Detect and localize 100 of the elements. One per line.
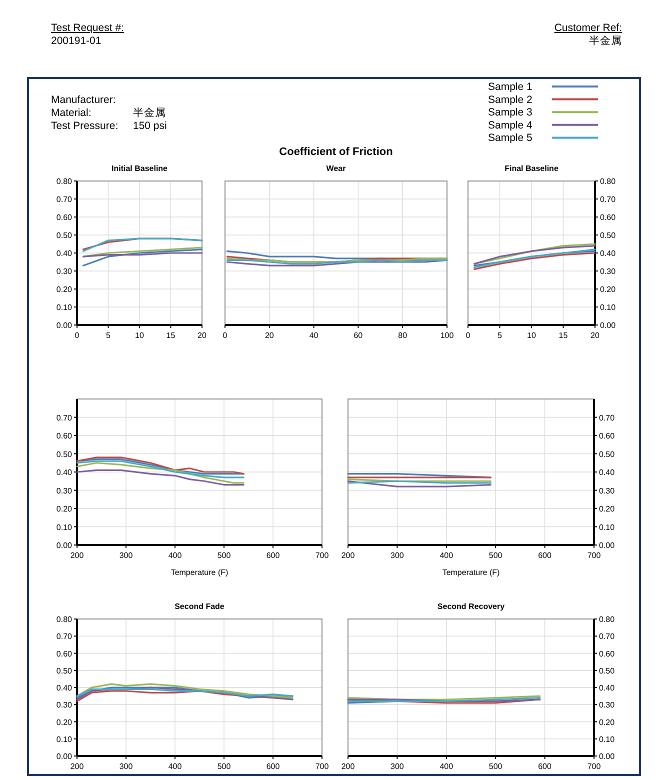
x-tick-label: 500 [217, 551, 232, 560]
x-tick-label: 400 [168, 551, 182, 560]
x-tick-label: 600 [266, 762, 280, 771]
x-tick-label: 80 [398, 331, 408, 340]
y-tick-label: 0.40 [56, 468, 73, 477]
x-tick-label: 10 [135, 331, 144, 340]
x-tick-label: 700 [587, 762, 602, 771]
y2-tick-label: 0.60 [599, 649, 616, 658]
y-tick-label: 0.60 [56, 649, 73, 658]
x-tick-label: 300 [390, 551, 404, 560]
y-tick-label: 0.20 [56, 504, 73, 514]
y2-tick-label: 0.30 [599, 700, 616, 710]
y-tick-label: 0.30 [56, 700, 73, 710]
y-tick-label: 0.50 [56, 450, 73, 459]
x-tick-label: 700 [587, 551, 602, 560]
y2-tick-label: 0.50 [599, 450, 616, 459]
x-tick-label: 200 [341, 551, 356, 560]
line-series [82, 248, 203, 266]
y2-tick-label: 0.50 [600, 231, 616, 240]
y-tick-label: 0.00 [56, 321, 73, 330]
chart-title: Second Recovery [437, 602, 506, 611]
x-tick-label: 300 [119, 762, 134, 771]
line-series [82, 246, 203, 258]
legend-label: Sample 3 [488, 106, 533, 119]
y2-tick-label: 0.00 [599, 752, 616, 761]
y2-tick-label: 0.30 [600, 267, 616, 276]
y2-tick-label: 0.10 [599, 734, 616, 744]
y-tick-label: 0.70 [56, 632, 73, 642]
text: Coefficient of Friction [279, 146, 394, 158]
line-series [76, 462, 244, 484]
x-tick-label: 100 [440, 331, 454, 340]
y-tick-label: 0.50 [56, 666, 73, 676]
x-tick-label: 700 [315, 762, 330, 771]
y2-tick-label: 0.20 [599, 718, 616, 727]
line-series [76, 469, 244, 486]
x-axis-title: Temperature (F) [442, 568, 500, 577]
y2-tick-label: 0.30 [599, 486, 616, 496]
y2-tick-label: 0.00 [599, 541, 616, 550]
x-tick-label: 600 [538, 551, 552, 560]
y-tick-label: 0.10 [56, 734, 73, 744]
y-tick-label: 0.70 [56, 413, 73, 422]
chart-title: Initial Baseline [111, 164, 168, 173]
y2-tick-label: 0.00 [600, 321, 616, 330]
y-tick-label: 0.50 [56, 231, 73, 240]
x-tick-label: 500 [217, 762, 232, 771]
x-tick-label: 300 [390, 762, 404, 771]
text: Manufacturer: [51, 94, 116, 106]
text: Customer Ref: [554, 22, 622, 34]
x-axis-title: Temperature (F) [170, 568, 229, 577]
y-tick-label: 0.60 [56, 213, 73, 222]
y2-tick-label: 0.70 [600, 195, 616, 204]
y-tick-label: 0.80 [56, 177, 73, 186]
y-tick-label: 0.30 [56, 267, 73, 276]
y2-tick-label: 0.40 [600, 249, 616, 258]
x-tick-label: 5 [106, 331, 112, 340]
x-tick-label: 600 [538, 762, 552, 771]
x-tick-label: 5 [498, 331, 503, 340]
y2-tick-label: 0.20 [600, 285, 616, 294]
x-tick-label: 0 [466, 331, 471, 340]
y2-tick-label: 0.80 [600, 177, 616, 186]
y2-tick-label: 0.70 [599, 632, 616, 642]
y-tick-label: 0.10 [56, 522, 73, 532]
y2-tick-label: 0.80 [599, 615, 616, 624]
text: 150 psi [133, 120, 167, 132]
y2-tick-label: 0.60 [600, 213, 616, 222]
x-tick-label: 60 [354, 331, 364, 340]
y-tick-label: 0.30 [56, 486, 73, 496]
line-series [474, 252, 596, 270]
x-tick-label: 400 [440, 762, 454, 771]
x-tick-label: 0 [222, 331, 228, 340]
y-tick-label: 0.00 [56, 541, 73, 550]
x-tick-label: 200 [70, 551, 84, 560]
x-tick-label: 0 [74, 331, 80, 340]
y-tick-label: 0.70 [56, 195, 73, 204]
legend-label: Sample 1 [488, 81, 533, 93]
y2-tick-label: 0.40 [599, 684, 616, 692]
text: 半金属 [133, 106, 166, 119]
text: 200191-01 [51, 35, 102, 47]
chart-title: Second Fade [174, 602, 225, 611]
y2-tick-label: 0.40 [599, 468, 616, 477]
text: 半金属 [589, 34, 622, 47]
y-tick-label: 0.80 [56, 615, 73, 624]
text: Test Pressure: [51, 120, 118, 132]
x-tick-label: 20 [264, 331, 274, 340]
line-series [76, 460, 244, 478]
legend-label: Sample 2 [488, 94, 533, 106]
x-tick-label: 15 [166, 331, 176, 340]
line-series [76, 683, 294, 699]
legend-label: Sample 5 [488, 132, 533, 144]
x-tick-label: 300 [119, 551, 134, 560]
x-tick-label: 200 [341, 762, 356, 771]
chart-title: Final Baseline [504, 164, 559, 173]
x-tick-label: 600 [266, 551, 280, 560]
x-tick-label: 20 [590, 331, 600, 340]
y2-tick-label: 0.50 [599, 666, 616, 676]
x-tick-label: 400 [168, 762, 182, 771]
y2-tick-label: 0.10 [599, 522, 616, 532]
y2-tick-label: 0.70 [599, 413, 616, 422]
y2-tick-label: 0.60 [599, 432, 616, 440]
text: Material: [51, 107, 92, 119]
